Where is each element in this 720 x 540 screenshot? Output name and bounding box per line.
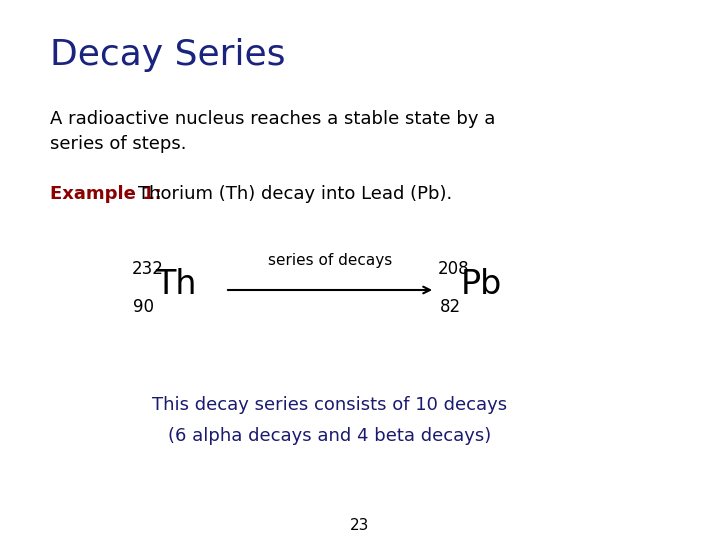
Text: Pb: Pb [461,268,503,301]
Text: 82: 82 [440,298,461,316]
Text: (6 alpha decays and 4 beta decays): (6 alpha decays and 4 beta decays) [168,427,492,445]
Text: Thorium (Th) decay into Lead (Pb).: Thorium (Th) decay into Lead (Pb). [138,185,452,203]
Text: 90: 90 [133,298,154,316]
Text: series of decays: series of decays [268,253,392,268]
Text: 23: 23 [351,518,369,533]
Text: A radioactive nucleus reaches a stable state by a: A radioactive nucleus reaches a stable s… [50,110,495,128]
Text: Decay Series: Decay Series [50,38,286,72]
Text: This decay series consists of 10 decays: This decay series consists of 10 decays [153,396,508,414]
Text: Th: Th [155,268,197,301]
Text: 208: 208 [438,260,469,278]
Text: Example 1:: Example 1: [50,185,162,203]
Text: series of steps.: series of steps. [50,135,186,153]
Text: 232: 232 [132,260,164,278]
